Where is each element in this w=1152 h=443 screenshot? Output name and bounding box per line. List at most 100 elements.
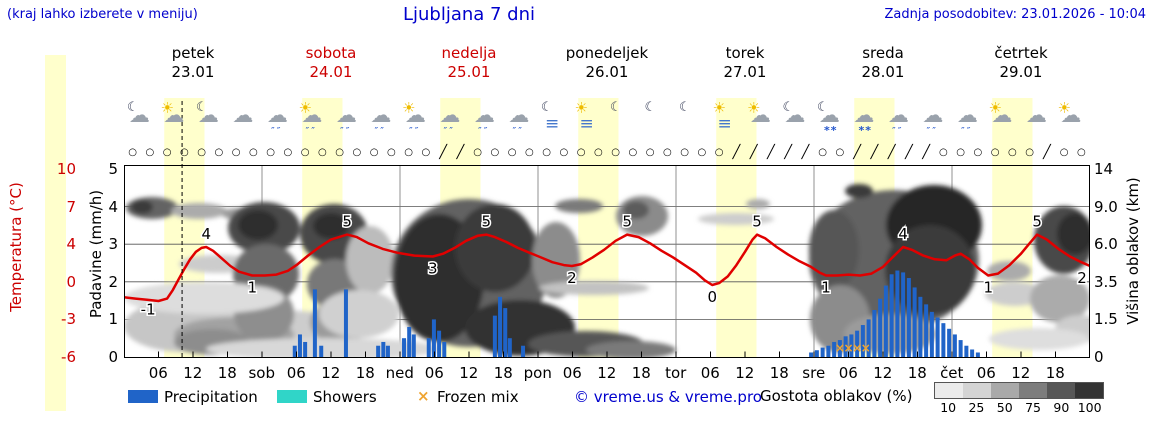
cloud-cover-symbol: ○ <box>1077 147 1086 158</box>
rain-icon: ″″ <box>926 126 938 137</box>
cloud-cover-symbol: ○ <box>145 147 155 158</box>
temperature-tick-label: -3 <box>61 310 76 329</box>
precipitation-bar <box>849 334 854 357</box>
cloud-cover-symbols-row: ○ ○ ○ ○ ○ ○ ○ ○ ○ ○ ○ ○ ○ ○ ○ ○ ○ ○ ╱ ╱ ○ ○ ○ ○ ○ ○ ○ ○ ○ ○ ○ ○ ○ ○ ○ ╱ ╱ ╱ ╱ ╱… <box>124 145 1090 160</box>
cloud-cover-symbol: ○ <box>973 147 983 158</box>
day-name: četrtek <box>994 44 1048 62</box>
showers-legend-label: Showers <box>313 388 377 406</box>
wind-barb-symbol: ╱ <box>1042 145 1051 160</box>
cloud-icon: ☁ <box>750 103 771 127</box>
time-tick-label: 06 <box>286 364 306 382</box>
temperature-value-label: 5 <box>1032 213 1042 231</box>
precipitation-bar <box>866 319 871 357</box>
cloud-cover-symbol: ○ <box>162 147 172 158</box>
precipitation-tick-label: 2 <box>108 272 118 291</box>
cloud-density-scale-labels: 10 25 50 75 90 100 <box>934 400 1106 415</box>
cloud-density-layer <box>124 184 1090 357</box>
cloud-icon: ☁ <box>819 103 840 127</box>
rain-icon: ″″ <box>271 126 283 137</box>
frozen-mix-marker: × <box>852 341 862 355</box>
left-highlight-strip <box>45 55 66 411</box>
cloud-cover-symbol: ○ <box>283 147 293 158</box>
weather-icon-sun-fog: ☀ ≡ <box>711 99 746 141</box>
time-tick-label: sre <box>802 364 826 382</box>
precipitation-bar <box>292 345 297 357</box>
time-tick-label: 06 <box>562 364 582 382</box>
day-header-nedelja: nedelja 25.01 <box>400 44 538 82</box>
time-tick-label: 12 <box>873 364 893 382</box>
frozen-mix-marker: × <box>843 341 853 355</box>
fog-icon: ≡ <box>545 114 560 134</box>
weather-icon-sun-cloud-rain: ☀ ☁ ″″ <box>400 99 435 141</box>
precipitation-bar <box>297 334 302 357</box>
cloud-cover-symbol: ○ <box>404 147 413 158</box>
cloud-cover-symbol: ○ <box>387 147 396 158</box>
cloud-cover-symbol: ○ <box>369 147 379 158</box>
temperature-value-label: 2 <box>567 269 577 287</box>
cloud-cover-symbol: ○ <box>214 147 224 158</box>
moon-icon: ☾ <box>679 100 691 115</box>
day-date: 27.01 <box>723 63 767 81</box>
day-name: petek <box>171 44 215 62</box>
cloud-cover-symbol: ○ <box>197 147 206 158</box>
sun-icon: ☀ <box>574 99 588 117</box>
precipitation-swatch <box>128 390 158 403</box>
precipitation-bar <box>521 345 526 357</box>
rain-icon: ″″ <box>443 126 455 137</box>
weather-icon-cloud-rain: ☁ ″″ <box>883 99 918 141</box>
precipitation-bar <box>895 270 900 357</box>
snow-icon: ** <box>824 124 838 137</box>
precipitation-tick-label: 3 <box>108 235 118 254</box>
day-name: sobota <box>305 44 357 62</box>
time-tick-label: 12 <box>597 364 617 382</box>
cloud-icon: ☁ <box>198 103 219 127</box>
day-date: 24.01 <box>309 63 353 81</box>
rain-icon: ″″ <box>409 126 421 137</box>
cloud-density-swatch <box>963 383 991 398</box>
precipitation-bar <box>947 328 952 357</box>
moon-icon: ☾ <box>541 100 553 115</box>
cloud-cover-symbol: ○ <box>266 147 275 158</box>
cloud-cover-symbol: ○ <box>525 147 534 158</box>
weather-icon-moon-cloud: ☾ ☁ <box>193 99 228 141</box>
cloud-icon: ☁ <box>1060 103 1082 127</box>
precipitation-bar <box>929 311 934 357</box>
cloud-height-tick-label: 9.0 <box>1094 197 1118 216</box>
precipitation-bar <box>860 325 865 357</box>
precipitation-bar <box>431 319 436 357</box>
time-tick-label: ned <box>385 364 414 382</box>
weather-icon-cloud-rain: ☁ ″″ <box>262 99 297 141</box>
cloud-cover-symbol: ○ <box>611 147 620 158</box>
cloud-height-axis-title: Višina oblakov (km) <box>1124 177 1142 325</box>
weather-icon-moon: ☾ <box>676 99 711 141</box>
temperature-value-label: 2 <box>1077 269 1087 287</box>
cloud-icon: ☁ <box>405 103 426 127</box>
temperature-value-label: 4 <box>201 225 211 243</box>
cloud-cover-symbol: ○ <box>956 147 965 158</box>
cloud-icon: ☁ <box>888 103 909 127</box>
temperature-value-label: 5 <box>342 213 352 231</box>
cloud-icon: ☁ <box>853 103 875 127</box>
wind-barb-symbol: ╱ <box>904 145 913 160</box>
copyright-link[interactable]: © vreme.us & vreme.pro <box>574 388 762 406</box>
day-name: nedelja <box>441 44 497 62</box>
weather-icon-moon-cloud: ☾ ☁ <box>780 99 815 141</box>
cloud-cover-symbol: ○ <box>490 147 500 158</box>
day-date: 23.01 <box>171 63 215 81</box>
precipitation-bar <box>918 296 923 357</box>
wind-barb-symbol: ╱ <box>870 145 879 160</box>
day-date: 28.01 <box>861 63 905 81</box>
precipitation-legend-label: Precipitation <box>164 388 258 406</box>
cloud-icon: ☁ <box>267 103 288 127</box>
rain-icon: ″″ <box>478 126 490 137</box>
temperature-tick-label: 4 <box>66 235 76 254</box>
precipitation-bar <box>809 352 814 357</box>
precipitation-bar <box>442 341 447 357</box>
temperature-value-label: 5 <box>481 213 491 231</box>
rain-icon: ″″ <box>340 126 352 137</box>
wind-barb-symbol: ╱ <box>766 145 775 160</box>
cloud-density-scale-value: 50 <box>996 400 1013 415</box>
precipitation-bar <box>319 345 324 357</box>
weather-icon-moon-fog: ☾ ≡ <box>538 99 573 141</box>
